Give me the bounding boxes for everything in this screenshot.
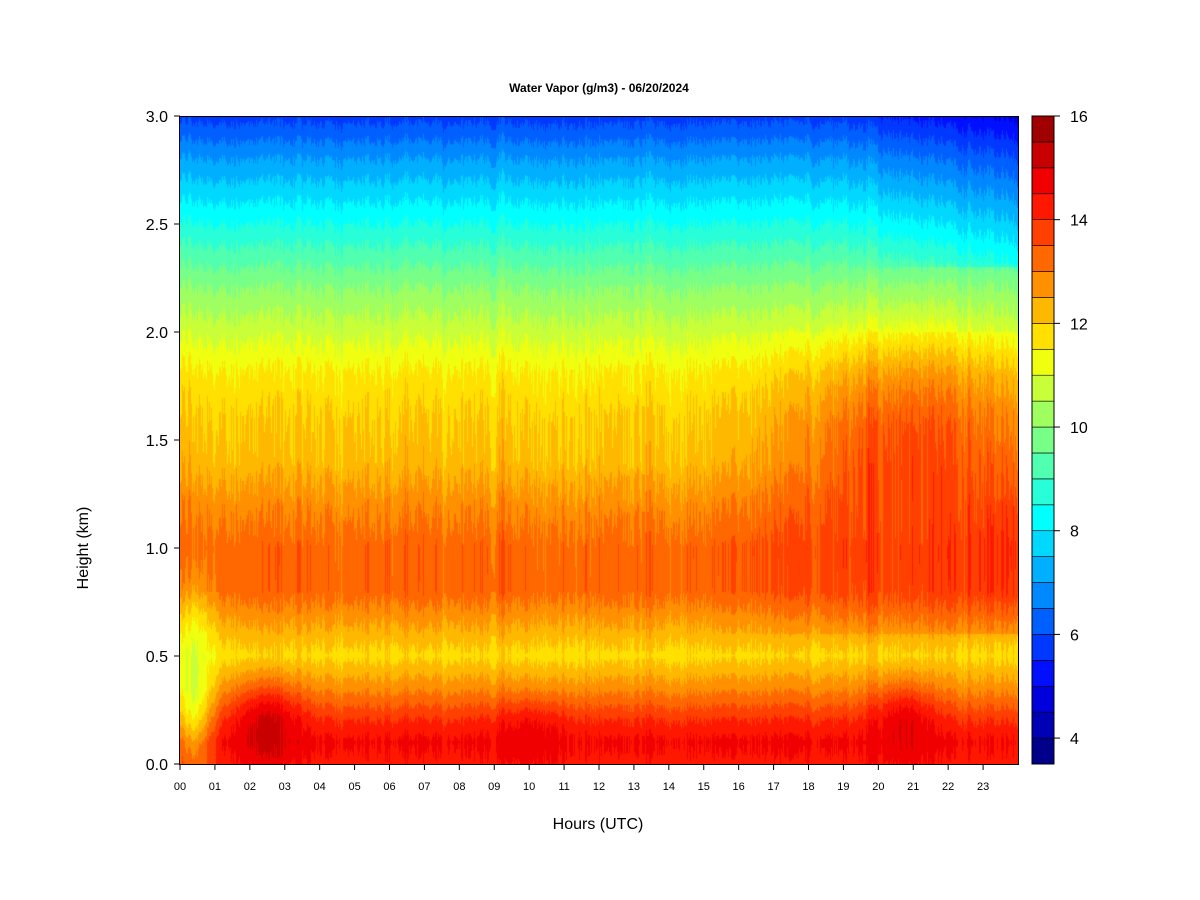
colorbar-tick-label: 8 — [1070, 524, 1079, 541]
colorbar-bin — [1031, 348, 1055, 376]
y-axis-label: Height (km) — [75, 507, 92, 590]
x-tick-label: 05 — [348, 781, 360, 793]
colorbar-bin — [1031, 556, 1055, 583]
colorbar-bin — [1031, 737, 1055, 765]
colorbar-tick-label: 10 — [1070, 420, 1088, 437]
x-tick-label: 01 — [209, 781, 221, 793]
colorbar-tick-label: 6 — [1070, 627, 1079, 644]
colorbar-bin — [1031, 582, 1055, 609]
colorbar-bin — [1031, 452, 1055, 480]
x-tick-label: 14 — [663, 781, 675, 793]
colorbar-bin — [1031, 660, 1055, 687]
colorbar-bin — [1031, 634, 1055, 661]
colorbar-tick-label: 4 — [1070, 731, 1079, 748]
colorbar-tick-label: 14 — [1070, 213, 1088, 230]
y-tick-label: 2.0 — [146, 325, 168, 342]
x-tick-label: 22 — [942, 781, 954, 793]
x-axis-label: Hours (UTC) — [553, 816, 644, 833]
x-tick-label: 04 — [314, 781, 326, 793]
x-tick-label: 08 — [453, 781, 465, 793]
x-tick-label: 00 — [174, 781, 186, 793]
colorbar-bin — [1031, 530, 1055, 557]
colorbar-bin — [1031, 374, 1055, 402]
x-tick-label: 07 — [418, 781, 430, 793]
y-tick-label: 2.5 — [146, 217, 168, 234]
x-tick-label: 21 — [907, 781, 919, 793]
colorbar-bin — [1031, 400, 1055, 428]
heatmap-raster — [180, 116, 1018, 764]
y-tick-label: 3.0 — [146, 109, 168, 126]
colorbar-bin — [1031, 608, 1055, 635]
x-tick-label: 12 — [593, 781, 605, 793]
x-tick-label: 17 — [767, 781, 779, 793]
heatmap-area — [180, 116, 1018, 764]
x-tick-label: 03 — [279, 781, 291, 793]
colorbar-bin — [1031, 167, 1055, 195]
colorbar-tick-label: 16 — [1070, 109, 1088, 126]
colorbar-frame — [1031, 115, 1055, 765]
colorbar-tick-label: 12 — [1070, 316, 1088, 333]
colorbar-bin — [1031, 219, 1055, 246]
x-axis: 00 01 02 03 04 05 06 07 08 09 10 11 12 13 14 15 16 17 18 19… — [174, 764, 989, 793]
colorbar-bin — [1031, 685, 1055, 713]
y-tick-label: 1.5 — [146, 433, 168, 450]
y-tick-label: 0.0 — [146, 757, 168, 774]
chart-title: Water Vapor (g/m3) - 06/20/2024 — [509, 81, 689, 95]
x-tick-label: 19 — [837, 781, 849, 793]
x-tick-label: 16 — [733, 781, 745, 793]
colorbar-bin — [1031, 245, 1055, 272]
colorbar-bin — [1031, 193, 1055, 220]
colorbar-bin — [1031, 323, 1055, 350]
y-tick-label: 1.0 — [146, 541, 168, 558]
x-tick-label: 06 — [383, 781, 395, 793]
colorbar-bin — [1031, 141, 1055, 169]
y-axis: 0.0 0.5 1.0 1.5 2.0 2.5 3.0 — [146, 109, 180, 774]
x-tick-label: 10 — [523, 781, 535, 793]
x-tick-label: 09 — [488, 781, 500, 793]
colorbar-bin — [1031, 504, 1055, 532]
x-tick-label: 02 — [244, 781, 256, 793]
colorbar-bin — [1031, 426, 1055, 454]
x-tick-label: 20 — [872, 781, 884, 793]
colorbar-bin — [1031, 271, 1055, 298]
x-tick-label: 13 — [628, 781, 640, 793]
colorbar-bin — [1031, 711, 1055, 739]
colorbar-bin — [1031, 115, 1055, 143]
x-tick-label: 23 — [977, 781, 989, 793]
x-tick-label: 18 — [802, 781, 814, 793]
colorbar: 4 6 8 10 12 14 16 — [1031, 109, 1088, 765]
colorbar-bin — [1031, 297, 1055, 324]
x-tick-label: 15 — [698, 781, 710, 793]
y-tick-label: 0.5 — [146, 649, 168, 666]
colorbar-bin — [1031, 478, 1055, 506]
x-tick-label: 11 — [558, 781, 569, 793]
